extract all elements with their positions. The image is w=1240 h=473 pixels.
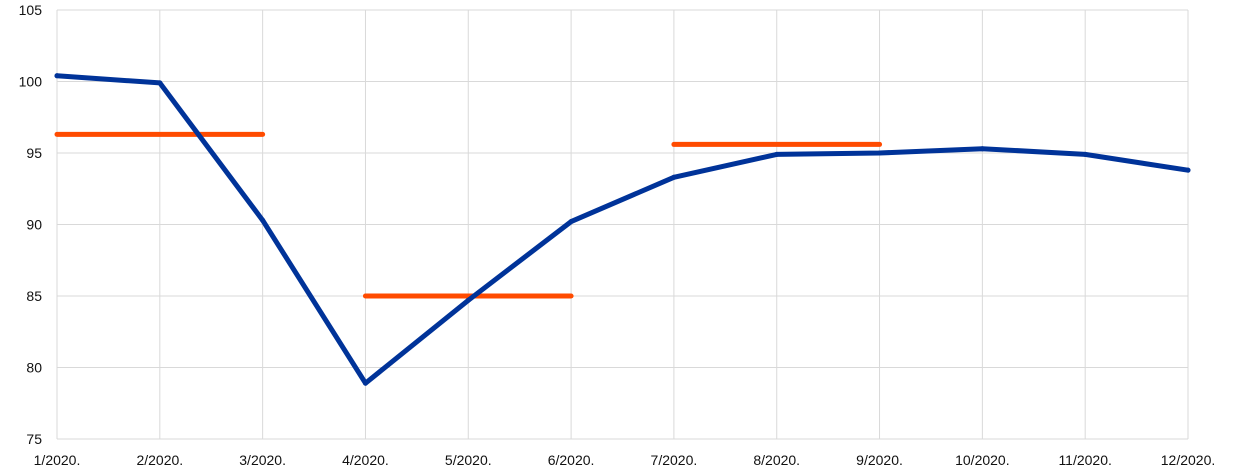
average-segments	[54, 131, 883, 299]
x-tick-label: 11/2020.	[1058, 452, 1111, 468]
y-tick-label: 95	[26, 145, 42, 161]
data-point	[568, 219, 574, 225]
x-tick-label: 9/2020.	[856, 452, 903, 468]
data-point	[465, 297, 471, 303]
data-point	[1185, 167, 1191, 173]
grid	[56, 9, 1189, 440]
data-point	[1082, 151, 1088, 157]
y-axis-labels: 75 80 85 90 95 100 105	[19, 2, 43, 447]
y-tick-label: 100	[19, 74, 43, 90]
x-tick-label: 12/2020.	[1161, 452, 1216, 468]
data-point	[979, 146, 985, 152]
data-point	[260, 217, 266, 223]
data-point	[774, 151, 780, 157]
x-tick-label: 10/2020.	[955, 452, 1010, 468]
x-axis-labels: 1/2020. 2/2020. 3/2020. 4/2020. 5/2020. 6/202…	[34, 452, 1216, 468]
series-line	[54, 73, 1191, 386]
y-tick-label: 105	[19, 2, 43, 18]
data-point	[54, 73, 60, 79]
x-tick-label: 8/2020.	[753, 452, 800, 468]
x-tick-label: 4/2020.	[342, 452, 389, 468]
x-tick-label: 2/2020.	[136, 452, 183, 468]
x-tick-label: 5/2020.	[445, 452, 492, 468]
y-tick-label: 85	[26, 288, 42, 304]
y-tick-label: 80	[26, 360, 42, 376]
y-tick-label: 75	[26, 431, 42, 447]
y-tick-label: 90	[26, 217, 42, 233]
x-tick-label: 6/2020.	[548, 452, 595, 468]
data-point	[671, 174, 677, 180]
data-point	[877, 150, 883, 156]
data-point	[362, 380, 368, 386]
x-tick-label: 1/2020.	[34, 452, 81, 468]
x-tick-label: 3/2020.	[239, 452, 286, 468]
series-group	[54, 73, 1191, 386]
data-point	[157, 80, 163, 86]
x-tick-label: 7/2020.	[651, 452, 698, 468]
